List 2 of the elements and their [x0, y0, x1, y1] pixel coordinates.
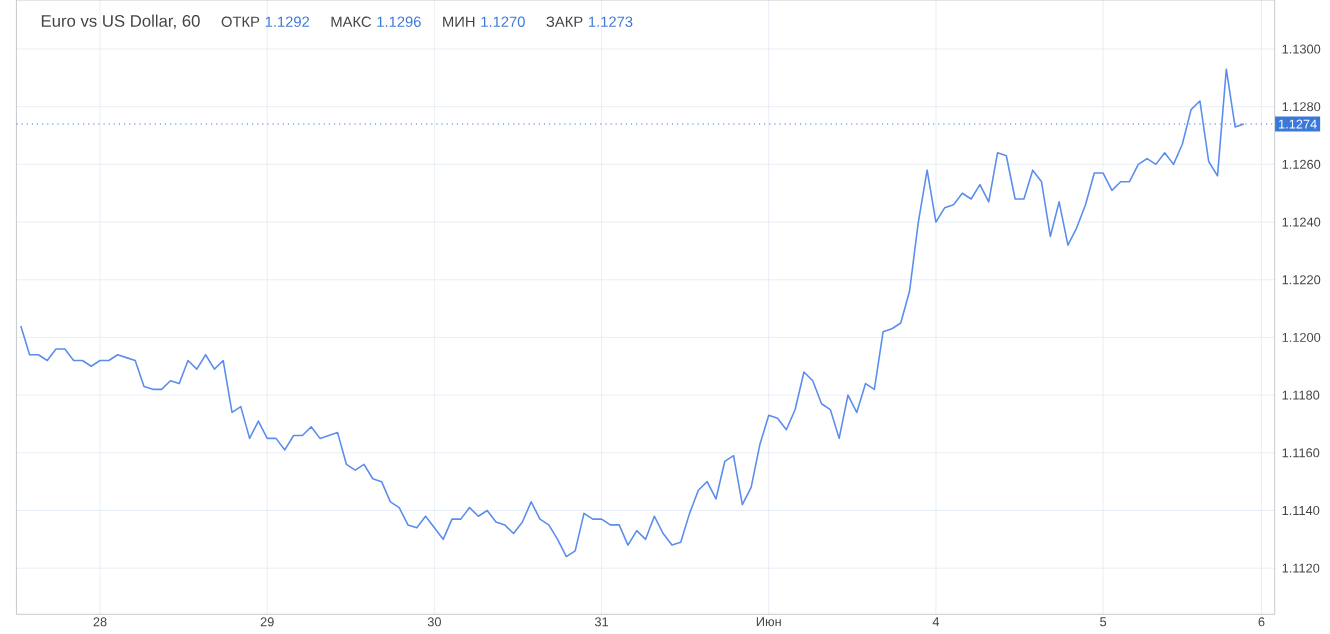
- line-series: [20, 68, 1245, 558]
- text: Euro vs US Dollar, 60: [41, 14, 200, 29]
